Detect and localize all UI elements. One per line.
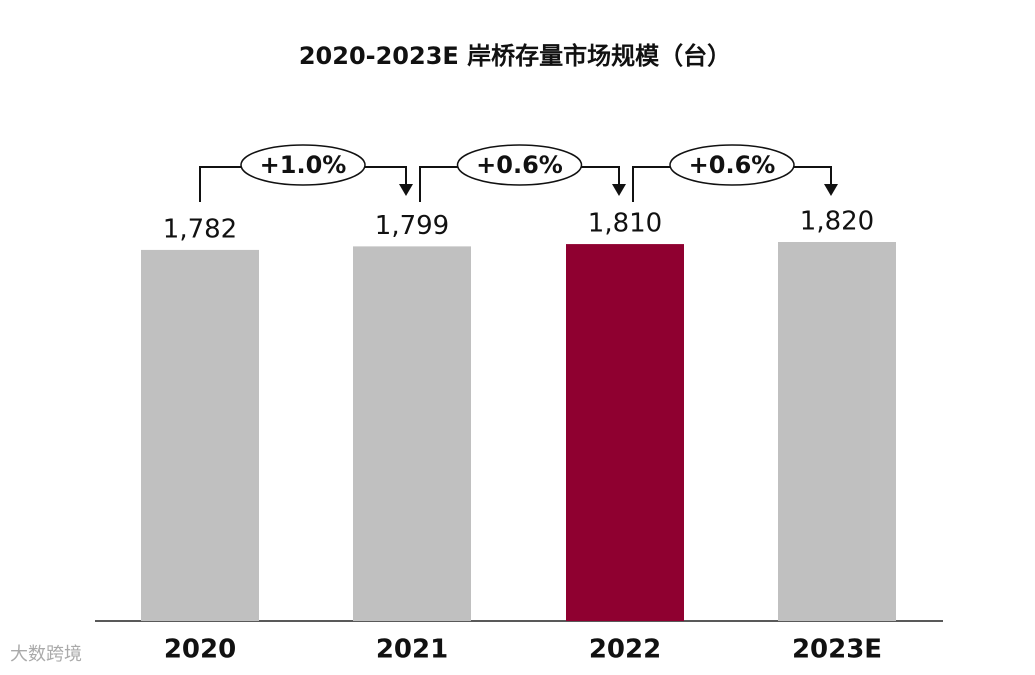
growth-bubble [669,144,795,186]
x-tick-label: 2023E [792,635,882,665]
value-label: 1,799 [375,211,449,241]
value-label: 1,782 [163,214,237,244]
chart-title: 2020-2023E 岸桥存量市场规模（台） [299,42,731,70]
x-tick-label: 2020 [164,635,236,665]
x-tick-label: 2021 [376,635,448,665]
bar [778,242,896,621]
bar [141,249,259,621]
source-logo: 大数跨境 [10,644,82,665]
growth-bubble [240,144,366,186]
bar [353,246,471,621]
growth-label: +0.6% [476,151,563,179]
value-label: 1,820 [800,207,874,237]
growth-arrowhead [824,184,838,196]
value-label: 1,810 [588,209,662,239]
bar [566,244,684,622]
growth-bubble [456,144,583,186]
growth-arrowhead [399,184,413,196]
growth-label: +1.0% [260,151,347,179]
growth-label: +0.6% [689,151,776,179]
x-tick-label: 2022 [589,635,661,665]
growth-arrowhead [612,184,626,196]
